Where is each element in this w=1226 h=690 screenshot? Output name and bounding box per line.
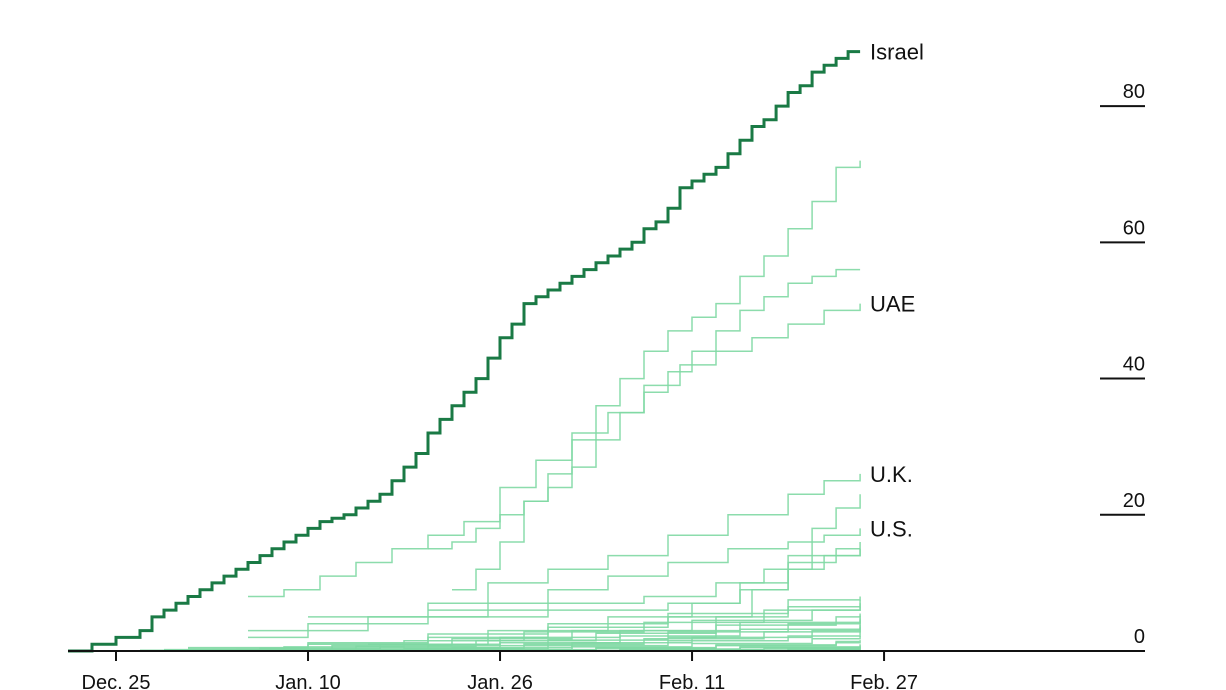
- series-line-country-9: [368, 548, 861, 645]
- y-tick-label-60: 60: [1123, 217, 1145, 239]
- series-line-israel: [68, 50, 861, 653]
- x-axis: Dec. 25 Jan. 10 Jan. 26 Feb. 11 Feb. 27: [68, 650, 1145, 690]
- x-tick-label-4: Feb. 27: [850, 672, 918, 690]
- series-line-country-25: [332, 625, 861, 651]
- series-line-country-22: [164, 599, 861, 651]
- series-line-u-s: [248, 528, 861, 639]
- series-line-country-11: [188, 603, 861, 650]
- y-tick-label-20: 20: [1123, 490, 1145, 512]
- y-axis: 0 20 40 60 80: [1100, 81, 1145, 648]
- series-layer: [140, 160, 861, 652]
- series-label-layer: Israel UAE U.K. U.S.: [870, 40, 924, 542]
- y-tick-label-40: 40: [1123, 354, 1145, 376]
- y-tick-label-0: 0: [1134, 626, 1145, 648]
- series-line-country-10: [188, 596, 861, 649]
- series-line-uae: [248, 303, 861, 598]
- series-line-country-7: [428, 548, 861, 611]
- x-tick-label-3: Feb. 11: [659, 672, 725, 690]
- series-line-country-5: [428, 268, 861, 550]
- series-line-country-23: [140, 615, 861, 652]
- y-tick-label-80: 80: [1123, 81, 1145, 103]
- series-line-country-24: [308, 618, 861, 650]
- series-label-uae: UAE: [870, 292, 915, 317]
- series-label-israel: Israel: [870, 40, 924, 65]
- x-tick-label-1: Jan. 10: [275, 672, 341, 690]
- series-label-u-k: U.K.: [870, 462, 913, 487]
- highlight-layer: [68, 50, 861, 653]
- series-label-u-s: U.S.: [870, 516, 913, 541]
- series-line-country-26: [476, 642, 861, 652]
- x-tick-label-0: Dec. 25: [82, 672, 151, 690]
- x-tick-label-2: Jan. 26: [467, 672, 533, 690]
- series-line-u-k: [248, 473, 861, 632]
- series-line-country-8: [308, 542, 861, 618]
